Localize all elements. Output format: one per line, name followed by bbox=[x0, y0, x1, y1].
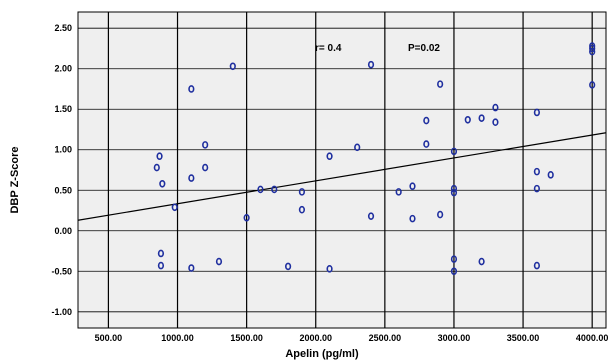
data-point bbox=[547, 171, 554, 179]
data-point bbox=[450, 184, 458, 193]
data-point bbox=[188, 174, 195, 182]
data-point bbox=[395, 188, 402, 196]
data-point bbox=[229, 62, 236, 71]
plot-border bbox=[77, 11, 607, 329]
data-point bbox=[159, 179, 166, 188]
data-point bbox=[284, 262, 292, 271]
x-tick-label: 2500.00 bbox=[369, 333, 402, 343]
data-point bbox=[202, 141, 209, 149]
y-tick-label: 2.50 bbox=[54, 23, 72, 33]
data-point bbox=[202, 163, 209, 172]
data-point bbox=[243, 214, 250, 222]
data-point bbox=[298, 205, 306, 214]
grid-lines bbox=[78, 12, 606, 328]
data-point bbox=[354, 143, 361, 152]
data-point bbox=[257, 185, 264, 194]
data-point bbox=[215, 257, 223, 266]
y-tick-label: 1.00 bbox=[54, 145, 72, 155]
x-tick-label: 1000.00 bbox=[161, 333, 194, 343]
data-point bbox=[464, 115, 471, 124]
data-point bbox=[156, 152, 163, 161]
data-point bbox=[589, 81, 596, 89]
data-point bbox=[423, 140, 430, 148]
p-annotation: P=0.02 bbox=[408, 43, 440, 54]
y-axis-ticks: -1.00 -0.50 0.00 0.50 1.00 1.50 2.00 2.50 bbox=[51, 23, 72, 317]
x-axis-ticks: 500.00 1000.00 1500.00 2000.00 2500.00 3000.0… bbox=[95, 333, 609, 343]
y-tick-label: 2.00 bbox=[54, 64, 72, 74]
data-point bbox=[478, 257, 485, 266]
data-point bbox=[589, 44, 596, 53]
data-point bbox=[367, 212, 375, 220]
y-tick-label: 0.00 bbox=[54, 226, 72, 236]
data-point bbox=[450, 267, 458, 276]
x-tick-label: 1500.00 bbox=[230, 333, 263, 343]
regression-line bbox=[77, 132, 607, 221]
data-point bbox=[437, 80, 444, 88]
data-point bbox=[533, 108, 540, 117]
data-point bbox=[492, 118, 499, 126]
data-point bbox=[478, 114, 485, 122]
y-tick-label: 1.50 bbox=[54, 104, 72, 114]
data-point bbox=[326, 265, 333, 273]
y-tick-label: -1.00 bbox=[51, 307, 72, 317]
data-point bbox=[589, 47, 596, 56]
data-point bbox=[409, 182, 416, 191]
data-point bbox=[450, 188, 458, 197]
data-point bbox=[533, 261, 540, 270]
plot-area bbox=[78, 12, 606, 328]
x-tick-label: 3000.00 bbox=[438, 333, 471, 343]
data-point bbox=[533, 184, 540, 193]
data-point bbox=[450, 147, 458, 156]
y-axis-title: DBP Z-Score bbox=[9, 146, 21, 213]
data-point bbox=[326, 152, 333, 161]
data-point bbox=[153, 163, 160, 172]
data-point bbox=[423, 116, 430, 125]
data-point bbox=[367, 60, 375, 69]
data-point bbox=[409, 214, 416, 223]
data-point bbox=[157, 261, 165, 270]
data-points bbox=[153, 42, 596, 276]
data-point bbox=[188, 264, 195, 272]
x-tick-label: 4000.00 bbox=[576, 333, 609, 343]
x-tick-label: 500.00 bbox=[95, 333, 123, 343]
y-tick-label: -0.50 bbox=[51, 266, 72, 276]
data-point bbox=[298, 188, 306, 196]
data-point bbox=[171, 203, 178, 212]
x-axis-title: Apelin (pg/ml) bbox=[285, 348, 359, 360]
x-tick-label: 2000.00 bbox=[299, 333, 332, 343]
data-point bbox=[188, 85, 195, 93]
x-tick-label: 3500.00 bbox=[507, 333, 540, 343]
data-point bbox=[533, 167, 540, 176]
r-annotation: r= 0.4 bbox=[315, 43, 342, 54]
data-point bbox=[437, 210, 444, 219]
data-point bbox=[271, 185, 278, 194]
data-point bbox=[450, 255, 458, 263]
data-point bbox=[157, 249, 165, 258]
y-tick-label: 0.50 bbox=[54, 185, 72, 195]
data-point bbox=[492, 103, 499, 112]
